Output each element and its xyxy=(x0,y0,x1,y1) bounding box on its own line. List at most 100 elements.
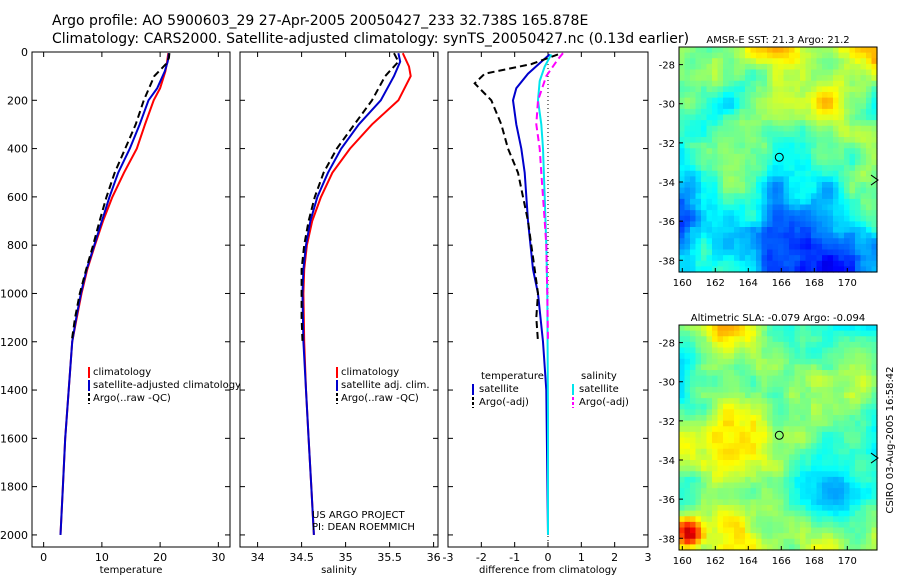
map-cell xyxy=(684,176,691,183)
map-cell xyxy=(717,358,724,365)
map-cell xyxy=(761,210,768,217)
map-cell xyxy=(849,221,856,228)
map-cell xyxy=(756,454,763,461)
map-cell xyxy=(827,493,834,500)
map-cell xyxy=(871,521,878,529)
map-cell xyxy=(701,325,708,332)
map-cell xyxy=(860,243,867,251)
map-cell xyxy=(761,527,768,534)
map-cell xyxy=(767,538,774,545)
map-cell xyxy=(871,448,878,455)
map-cell xyxy=(728,471,735,478)
map-cell xyxy=(717,476,724,484)
map-cell xyxy=(745,159,752,166)
map-cell xyxy=(695,437,702,444)
map-cell xyxy=(866,426,873,433)
map-cell xyxy=(855,75,862,82)
map-cell xyxy=(833,375,840,382)
map-cell xyxy=(794,330,801,337)
map-cell xyxy=(706,521,713,529)
map-cell xyxy=(717,108,724,116)
map-cell xyxy=(783,392,790,399)
map-cell xyxy=(756,386,763,394)
map-cell xyxy=(750,341,757,349)
map-cell xyxy=(679,108,686,116)
map-cell xyxy=(805,182,812,189)
map-cell xyxy=(849,58,856,65)
map-cell xyxy=(701,165,708,172)
map-cell xyxy=(695,426,702,433)
map-cell xyxy=(789,330,796,337)
map-cell xyxy=(855,159,862,166)
map-cell xyxy=(794,69,801,76)
map-cell xyxy=(794,125,801,132)
map-cell xyxy=(728,108,735,116)
map-cell xyxy=(816,370,823,377)
map-cell xyxy=(734,499,741,506)
map-cell xyxy=(871,193,878,200)
map-cell xyxy=(822,482,829,489)
map-cell xyxy=(811,92,818,99)
map-cell xyxy=(745,426,752,433)
map-cell xyxy=(849,170,856,177)
map-cell xyxy=(701,75,708,82)
map-cell xyxy=(855,482,862,489)
map-cell xyxy=(679,148,686,155)
map-cell xyxy=(717,221,724,228)
map-cell xyxy=(866,353,873,360)
map-cell xyxy=(789,336,796,343)
map-cell xyxy=(827,476,834,484)
map-cell xyxy=(822,210,829,217)
map-cell xyxy=(679,182,686,189)
map-cell xyxy=(690,221,697,228)
map-cell xyxy=(794,232,801,239)
map-cell xyxy=(717,92,724,99)
map-cell xyxy=(706,114,713,121)
map-cell xyxy=(723,187,730,194)
map-cell xyxy=(866,125,873,132)
map-cell xyxy=(684,86,691,93)
map-cell xyxy=(816,499,823,506)
map-cell xyxy=(695,381,702,388)
map-cell xyxy=(866,386,873,394)
map-cell xyxy=(679,97,686,104)
map-cell xyxy=(712,86,719,93)
map-cell xyxy=(695,92,702,99)
map-cell xyxy=(734,193,741,200)
map-cell xyxy=(822,170,829,177)
map-cell xyxy=(849,114,856,121)
map-cell xyxy=(701,255,708,262)
map-cell xyxy=(838,471,845,478)
map-cell xyxy=(849,521,856,529)
map-cell xyxy=(723,330,730,337)
map-cell xyxy=(717,325,724,332)
map-cell xyxy=(822,437,829,444)
map-cell xyxy=(833,97,840,104)
map-cell xyxy=(844,249,851,256)
map-cell xyxy=(871,443,878,450)
map-cell xyxy=(827,325,834,332)
map-cell xyxy=(772,58,779,65)
map-cell xyxy=(684,69,691,76)
map-cell xyxy=(855,238,862,245)
map-cell xyxy=(844,516,851,523)
map-cell xyxy=(855,431,862,439)
map-cell xyxy=(844,227,851,234)
map-cell xyxy=(690,114,697,121)
map-cell xyxy=(706,431,713,439)
map-cell xyxy=(734,521,741,529)
map-cell xyxy=(734,238,741,245)
map-cell xyxy=(794,516,801,523)
map-cell xyxy=(866,538,873,545)
map-cell xyxy=(833,69,840,76)
map-cell xyxy=(717,364,724,371)
map-cell xyxy=(772,131,779,138)
map-cell xyxy=(838,243,845,251)
map-cell xyxy=(816,86,823,93)
map-cell xyxy=(866,227,873,234)
map-cell xyxy=(811,75,818,82)
map-cell xyxy=(750,454,757,461)
map-cell xyxy=(838,448,845,455)
map-cell xyxy=(789,505,796,512)
map-cell xyxy=(717,159,724,166)
